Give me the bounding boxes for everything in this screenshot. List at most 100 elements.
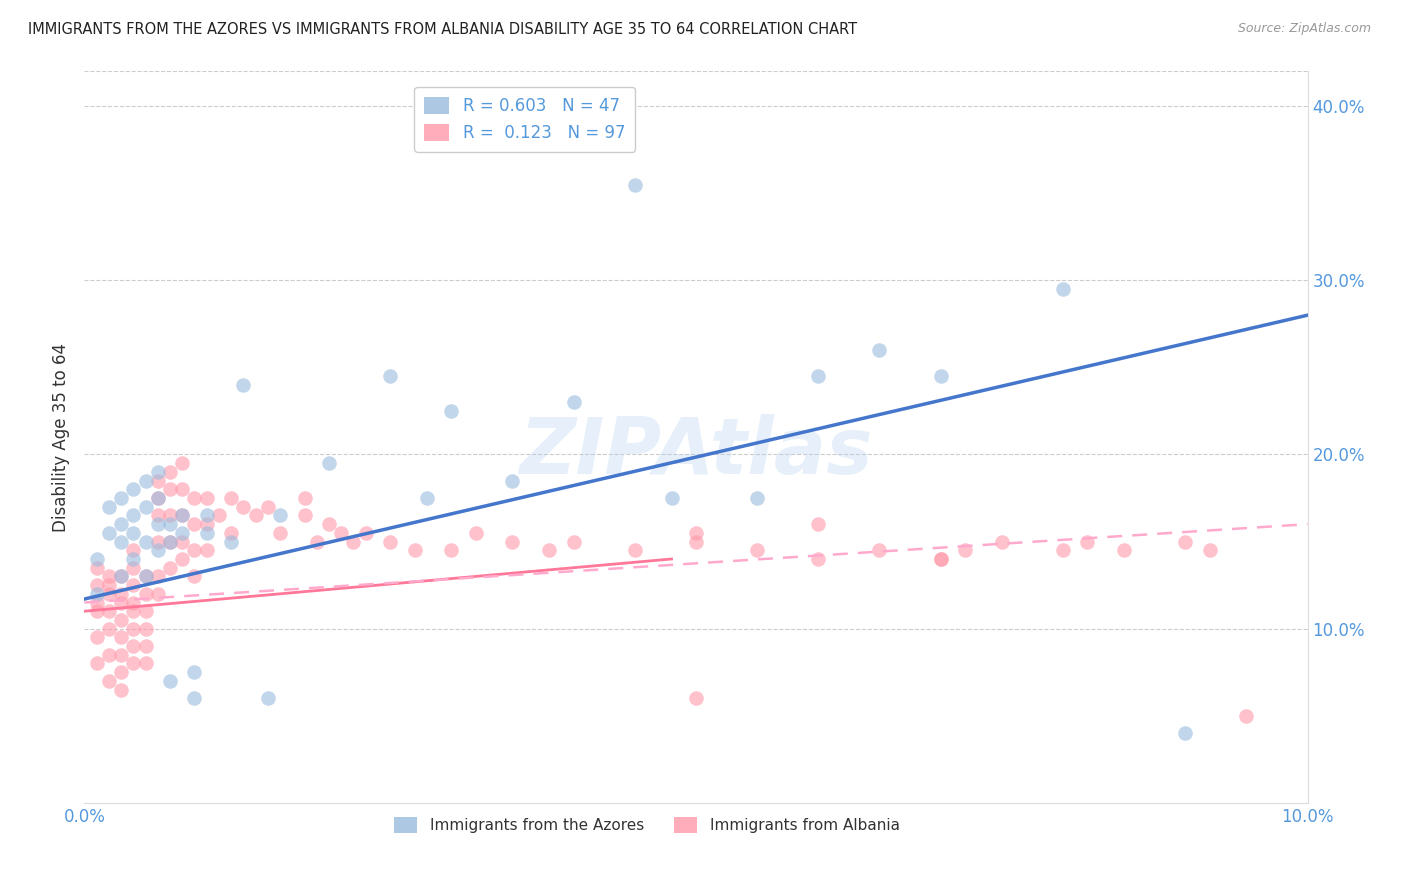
Point <box>440 543 463 558</box>
Point <box>1174 534 1197 549</box>
Point <box>172 508 194 523</box>
Point <box>122 657 145 671</box>
Point <box>135 622 157 636</box>
Point <box>122 639 145 653</box>
Point <box>1076 534 1098 549</box>
Point <box>195 543 218 558</box>
Point <box>135 639 157 653</box>
Legend: Immigrants from the Azores, Immigrants from Albania: Immigrants from the Azores, Immigrants f… <box>388 811 905 839</box>
Point <box>159 673 181 688</box>
Point <box>110 534 132 549</box>
Point <box>747 491 769 505</box>
Point <box>97 604 120 618</box>
Point <box>232 500 254 514</box>
Point <box>502 534 524 549</box>
Point <box>110 569 132 583</box>
Point <box>1114 543 1136 558</box>
Point <box>146 508 169 523</box>
Point <box>208 508 231 523</box>
Point <box>685 691 707 706</box>
Point <box>380 369 402 384</box>
Point <box>183 491 205 505</box>
Point <box>172 525 194 540</box>
Point <box>195 517 218 532</box>
Point <box>183 665 205 680</box>
Point <box>86 657 108 671</box>
Point <box>97 569 120 583</box>
Point <box>464 525 486 540</box>
Point <box>269 525 291 540</box>
Point <box>219 534 242 549</box>
Point <box>135 569 157 583</box>
Point <box>354 525 377 540</box>
Point <box>86 595 108 609</box>
Point <box>146 534 169 549</box>
Point <box>122 483 145 497</box>
Point <box>110 613 132 627</box>
Point <box>159 517 181 532</box>
Point <box>146 587 169 601</box>
Point <box>257 500 280 514</box>
Point <box>685 534 707 549</box>
Point <box>219 525 242 540</box>
Point <box>929 552 952 566</box>
Point <box>183 517 205 532</box>
Point <box>122 508 145 523</box>
Point <box>146 474 169 488</box>
Point <box>747 543 769 558</box>
Point <box>562 534 585 549</box>
Point <box>502 474 524 488</box>
Point <box>110 648 132 662</box>
Point <box>183 543 205 558</box>
Point <box>159 508 181 523</box>
Point <box>183 691 205 706</box>
Point <box>86 578 108 592</box>
Point <box>86 604 108 618</box>
Point <box>110 595 132 609</box>
Point <box>416 491 439 505</box>
Point <box>159 534 181 549</box>
Point <box>86 560 108 574</box>
Point <box>172 552 194 566</box>
Point <box>135 500 157 514</box>
Point <box>1052 543 1074 558</box>
Point <box>330 525 353 540</box>
Point <box>172 456 194 470</box>
Point <box>122 552 145 566</box>
Text: IMMIGRANTS FROM THE AZORES VS IMMIGRANTS FROM ALBANIA DISABILITY AGE 35 TO 64 CO: IMMIGRANTS FROM THE AZORES VS IMMIGRANTS… <box>28 22 858 37</box>
Point <box>624 543 647 558</box>
Point <box>172 508 194 523</box>
Point <box>245 508 267 523</box>
Point <box>1236 708 1258 723</box>
Point <box>159 465 181 479</box>
Point <box>146 543 169 558</box>
Point <box>97 648 120 662</box>
Y-axis label: Disability Age 35 to 64: Disability Age 35 to 64 <box>52 343 70 532</box>
Point <box>159 560 181 574</box>
Point <box>110 517 132 532</box>
Point <box>183 569 205 583</box>
Point <box>110 682 132 697</box>
Point <box>172 483 194 497</box>
Point <box>135 587 157 601</box>
Point <box>991 534 1014 549</box>
Point <box>538 543 561 558</box>
Point <box>294 508 316 523</box>
Point <box>97 673 120 688</box>
Point <box>195 508 218 523</box>
Text: ZIPAtlas: ZIPAtlas <box>519 414 873 490</box>
Point <box>195 491 218 505</box>
Point <box>953 543 976 558</box>
Point <box>318 517 340 532</box>
Point <box>86 587 108 601</box>
Point <box>807 517 830 532</box>
Point <box>172 534 194 549</box>
Point <box>661 491 683 505</box>
Point <box>97 500 120 514</box>
Point <box>624 178 647 192</box>
Point <box>318 456 340 470</box>
Point <box>232 377 254 392</box>
Point <box>807 369 830 384</box>
Point <box>404 543 426 558</box>
Point <box>110 631 132 645</box>
